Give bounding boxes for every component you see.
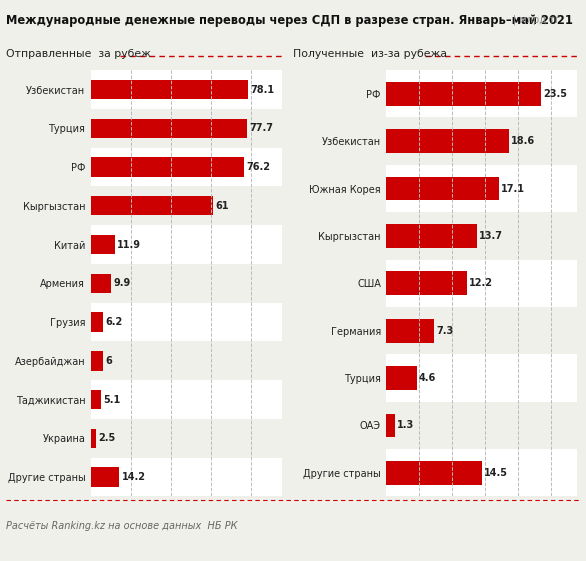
Bar [91,109,281,148]
Bar [91,467,120,487]
Text: 17.1: 17.1 [501,183,525,194]
Bar [387,319,434,343]
Text: 6.2: 6.2 [105,317,123,327]
Bar [91,148,281,186]
Bar [387,260,577,307]
Bar [387,212,577,260]
Bar [91,80,248,99]
Bar [387,224,476,248]
Bar [387,402,577,449]
Bar [387,366,417,390]
Bar [91,342,281,380]
Bar [91,70,281,109]
Text: 2.5: 2.5 [98,433,115,443]
Text: 76.2: 76.2 [246,162,270,172]
Bar [387,117,577,165]
Bar [387,70,577,117]
Text: 1.3: 1.3 [397,420,414,430]
Bar [91,264,281,303]
Bar [387,449,577,496]
Bar [387,307,577,355]
Bar [91,235,115,254]
Text: Расчёты Ranking.kz на основе данных  НБ РК: Расчёты Ranking.kz на основе данных НБ Р… [6,521,237,531]
Text: Полученные  из-за рубежа: Полученные из-за рубежа [293,49,447,59]
Bar [387,130,509,153]
Text: 77.7: 77.7 [249,123,273,134]
Bar [91,351,103,370]
Bar [91,157,244,177]
Bar [387,165,577,212]
Text: 13.7: 13.7 [479,231,503,241]
Text: 23.5: 23.5 [543,89,567,99]
Text: 18.6: 18.6 [511,136,535,146]
Text: 5.1: 5.1 [104,394,121,404]
Text: Отправленные  за рубеж: Отправленные за рубеж [6,49,151,59]
Bar [91,303,281,342]
Bar [91,196,213,215]
Bar [387,355,577,402]
Bar [91,118,247,138]
Bar [387,82,541,105]
Text: 4.6: 4.6 [419,373,437,383]
Bar [387,177,499,200]
Text: 14.2: 14.2 [122,472,146,482]
Text: 9.9: 9.9 [113,278,130,288]
Text: 7.3: 7.3 [437,326,454,335]
Bar [387,413,395,437]
Bar [91,186,281,225]
Text: | млрд тг: | млрд тг [513,14,560,25]
Text: 78.1: 78.1 [250,85,274,94]
Bar [91,312,103,332]
Text: 61: 61 [216,201,229,211]
Text: Международные денежные переводы через СДП в разрезе стран. Январь–май 2021: Международные денежные переводы через СД… [6,14,573,27]
Text: 14.5: 14.5 [484,468,508,478]
Bar [387,461,482,485]
Bar [387,272,466,295]
Bar [91,429,96,448]
Text: 6: 6 [105,356,112,366]
Bar [91,390,101,410]
Bar [91,380,281,419]
Bar [91,225,281,264]
Text: 11.9: 11.9 [117,240,141,250]
Bar [91,274,111,293]
Bar [91,458,281,496]
Bar [91,419,281,458]
Text: 12.2: 12.2 [469,278,493,288]
